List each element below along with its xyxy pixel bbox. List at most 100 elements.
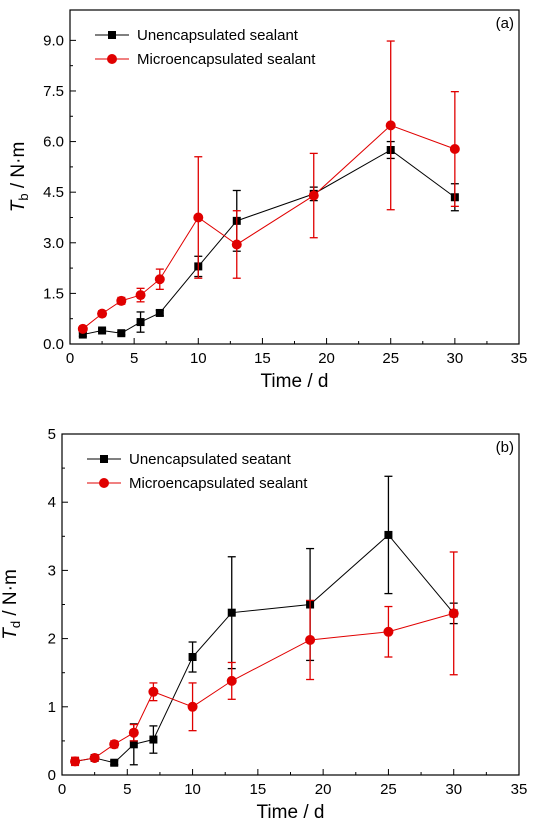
x-axis-label-b: Time / d	[257, 802, 325, 823]
data-point	[117, 329, 126, 338]
data-point	[448, 608, 459, 619]
series-a-1	[77, 40, 460, 334]
chart-panel-b: 0 5 10 15 20 25 30 35 0 1 2 3 4 5 (b) Time / d Td / N…	[0, 426, 527, 823]
data-point	[78, 330, 87, 339]
legend-label-a-0: Unencapsulated sealant	[137, 27, 299, 44]
panel-label-b: (b)	[496, 439, 514, 456]
y-axis-label-main-a: T	[8, 199, 29, 212]
y-tick-label: 4.5	[43, 184, 64, 201]
data-point	[110, 758, 119, 767]
data-point	[109, 739, 120, 750]
y-axis-label-unit-b: / N·m	[0, 569, 21, 621]
data-point	[89, 752, 100, 763]
data-point	[385, 120, 396, 131]
y-tick-label: 0	[48, 767, 56, 784]
y-axis-label-sub-b: d	[8, 621, 23, 628]
y-tick-label: 0.0	[43, 336, 64, 353]
legend-entry-b-1: Microencapsulated sealant	[87, 475, 308, 492]
data-point	[135, 290, 146, 301]
series-b-0	[71, 475, 458, 767]
series-line	[82, 149, 456, 336]
x-tick-label: 10	[190, 350, 207, 367]
data-point	[193, 212, 204, 223]
legend-entry-b-0: Unencapsulated seatant	[87, 451, 292, 468]
chart-marks-a	[77, 40, 460, 339]
x-tick-label: 20	[318, 350, 335, 367]
chart-marks-b	[70, 475, 459, 767]
x-tick-label: 30	[447, 350, 464, 367]
data-point	[449, 143, 460, 154]
x-tick-label: 0	[58, 781, 66, 798]
axis-ticks-b: 0 5 10 15 20 25 30 35 0 1 2 3 4 5	[48, 426, 528, 798]
x-tick-label: 5	[123, 781, 131, 798]
series-b-1	[70, 551, 459, 767]
legend-label-b-0: Unencapsulated seatant	[129, 451, 292, 468]
y-tick-label: 4	[48, 494, 56, 511]
x-tick-label: 35	[511, 350, 528, 367]
x-tick-label: 15	[254, 350, 271, 367]
y-axis-label-b: Td / N·m	[0, 569, 23, 640]
y-axis-label-sub-a: b	[16, 193, 31, 200]
data-point	[77, 323, 88, 334]
data-point	[231, 239, 242, 250]
y-tick-label: 2	[48, 631, 56, 648]
data-point	[227, 608, 236, 617]
legend-marker	[107, 54, 117, 64]
legend-entry-a-0: Unencapsulated sealant	[95, 27, 299, 44]
series-a-0	[78, 140, 459, 339]
data-point	[308, 190, 319, 201]
x-tick-label: 25	[380, 781, 397, 798]
data-point	[116, 295, 127, 306]
data-point	[305, 634, 316, 645]
y-tick-label: 3	[48, 562, 56, 579]
legend-marker	[100, 455, 108, 463]
legend-b: Unencapsulated seatant Microencapsulated…	[87, 451, 308, 492]
data-point	[155, 308, 164, 317]
y-axis-label-a: Tb / N·m	[8, 142, 31, 213]
series-line	[74, 534, 455, 764]
data-point	[384, 530, 393, 539]
y-tick-label: 1	[48, 699, 56, 716]
x-tick-label: 5	[130, 350, 138, 367]
x-tick-label: 20	[315, 781, 332, 798]
panel-label-a: (a)	[496, 15, 514, 32]
y-axis-label-unit-a: / N·m	[8, 142, 29, 194]
data-point	[187, 701, 198, 712]
data-point	[128, 727, 139, 738]
chart-panel-a: 0 5 10 15 20 25 30 350.01.53.04.56.07.59.0 (a) …	[8, 9, 527, 392]
data-point	[154, 274, 165, 285]
axis-ticks-a: 0 5 10 15 20 25 30 35 0.0 1.5 3.0 4.5 6.0 7.5 9.0	[43, 32, 527, 367]
data-point	[97, 308, 108, 319]
legend-marker	[108, 31, 116, 39]
x-tick-label: 15	[250, 781, 267, 798]
data-point	[383, 626, 394, 637]
x-tick-label: 25	[382, 350, 399, 367]
legend-label-a-1: Microencapsulated sealant	[137, 51, 316, 68]
y-tick-label: 5	[48, 426, 56, 443]
x-tick-label: 30	[445, 781, 462, 798]
data-point	[148, 686, 159, 697]
legend-a: Unencapsulated sealant Microencapsulated…	[95, 27, 316, 68]
legend-marker	[99, 478, 109, 488]
data-point	[136, 318, 145, 327]
data-point	[149, 735, 158, 744]
legend-entry-a-1: Microencapsulated sealant	[95, 51, 316, 68]
x-axis-label-a: Time / d	[261, 371, 329, 392]
y-axis-label-main-b: T	[0, 627, 21, 640]
y-tick-label: 3.0	[43, 235, 64, 252]
series-line	[82, 124, 456, 330]
y-tick-label: 7.5	[43, 83, 64, 100]
data-point	[129, 740, 138, 749]
series-line	[74, 612, 454, 762]
data-point	[188, 653, 197, 662]
x-tick-label: 10	[184, 781, 201, 798]
legend-label-b-1: Microencapsulated sealant	[129, 475, 308, 492]
y-tick-label: 6.0	[43, 134, 64, 151]
data-point	[226, 675, 237, 686]
x-tick-label: 35	[511, 781, 528, 798]
y-tick-label: 9.0	[43, 32, 64, 49]
x-tick-label: 0	[66, 350, 74, 367]
data-point	[70, 756, 81, 767]
data-point	[98, 326, 107, 335]
